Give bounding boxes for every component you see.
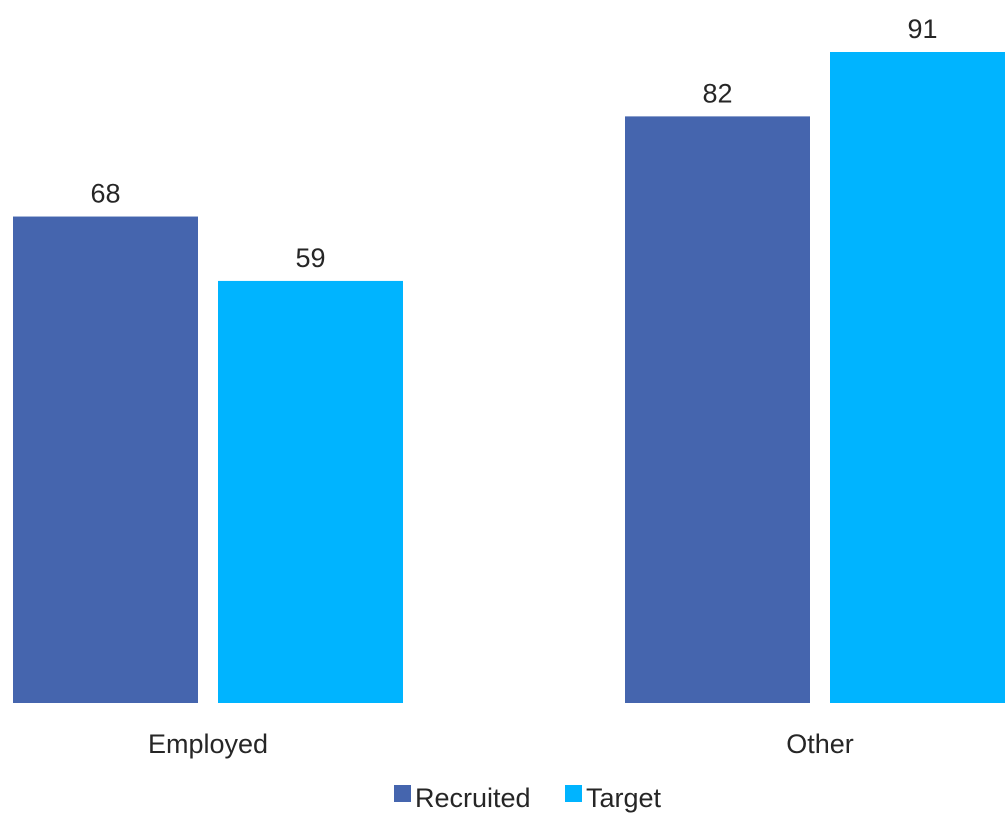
bar-recruited-other: [625, 116, 810, 703]
bar-recruited-employed: [13, 216, 198, 704]
category-label-other: Other: [786, 729, 854, 759]
legend: Recruited Target: [394, 783, 662, 813]
bar-target-employed: [218, 280, 403, 703]
data-labels-layer: 68 59 82 91: [90, 14, 937, 273]
data-label-recruited-employed: 68: [90, 179, 120, 209]
data-label-target-employed: 59: [295, 243, 325, 273]
legend-swatch-target: [565, 785, 582, 802]
bars-layer: [13, 52, 1005, 704]
category-axis: Employed Other: [148, 729, 854, 759]
legend-label-target: Target: [586, 783, 662, 813]
category-label-employed: Employed: [148, 729, 268, 759]
data-label-recruited-other: 82: [702, 78, 732, 108]
legend-swatch-recruited: [394, 785, 411, 802]
legend-label-recruited: Recruited: [415, 783, 531, 813]
bar-target-other: [830, 52, 1005, 703]
data-label-target-other: 91: [907, 14, 937, 44]
